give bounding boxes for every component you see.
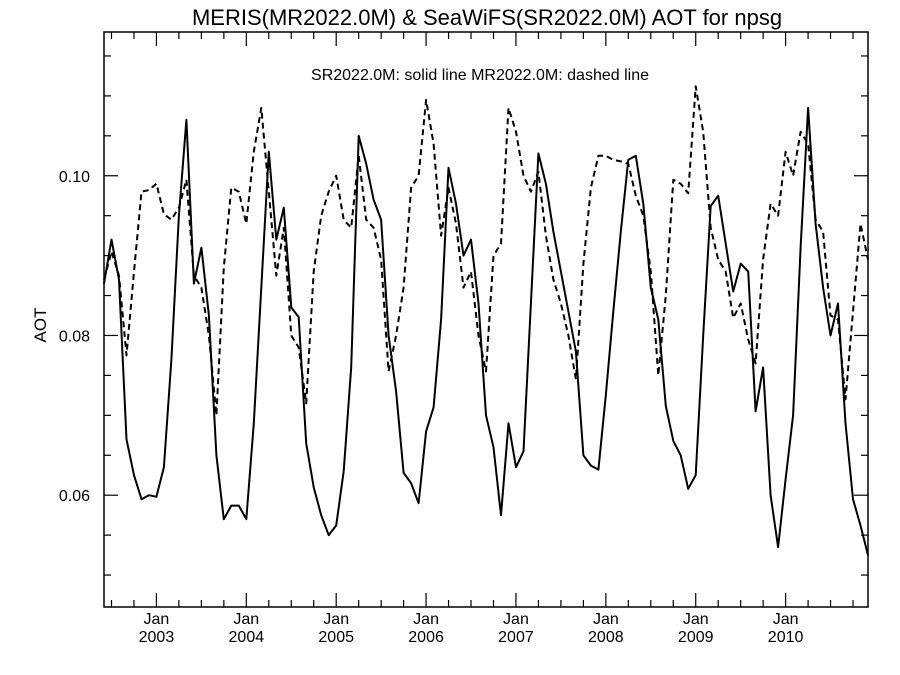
chart-title: MERIS(MR2022.0M) & SeaWiFS(SR2022.0M) AO… [192, 5, 782, 30]
x-tick-label-month: Jan [773, 611, 799, 628]
x-tick-label-month: Jan [233, 611, 259, 628]
x-tick-label-year: 2006 [408, 629, 444, 646]
x-tick-label-year: 2010 [768, 629, 804, 646]
series-layer [103, 85, 869, 556]
x-tick-label-month: Jan [683, 611, 709, 628]
x-axis: Jan2003Jan2004Jan2005Jan2006Jan2007Jan20… [110, 32, 854, 646]
series-legend-note: SR2022.0M: solid line MR2022.0M: dashed … [311, 67, 649, 84]
x-tick-label-year: 2008 [588, 629, 624, 646]
x-tick-label-month: Jan [413, 611, 439, 628]
y-tick-label: 0.06 [59, 488, 90, 505]
x-tick-label-year: 2005 [318, 629, 354, 646]
y-axis: 0.06 0.08 0.10 [59, 55, 868, 576]
x-tick-label-month: Jan [144, 611, 170, 628]
x-tick-label-year: 2004 [229, 629, 265, 646]
plot-frame [103, 31, 869, 608]
x-tick-label-year: 2007 [498, 629, 534, 646]
x-tick-label-month: Jan [503, 611, 529, 628]
series-line-sr2022-0m [103, 106, 869, 556]
x-tick-label-month: Jan [323, 611, 349, 628]
y-tick-label: 0.08 [59, 328, 90, 345]
series-line-mr2022-0m [103, 85, 869, 417]
x-tick-label-month: Jan [593, 611, 619, 628]
y-tick-label: 0.10 [59, 169, 90, 186]
x-tick-label-year: 2003 [139, 629, 175, 646]
y-axis-label: AOT [31, 308, 50, 343]
x-tick-label-year: 2009 [678, 629, 714, 646]
